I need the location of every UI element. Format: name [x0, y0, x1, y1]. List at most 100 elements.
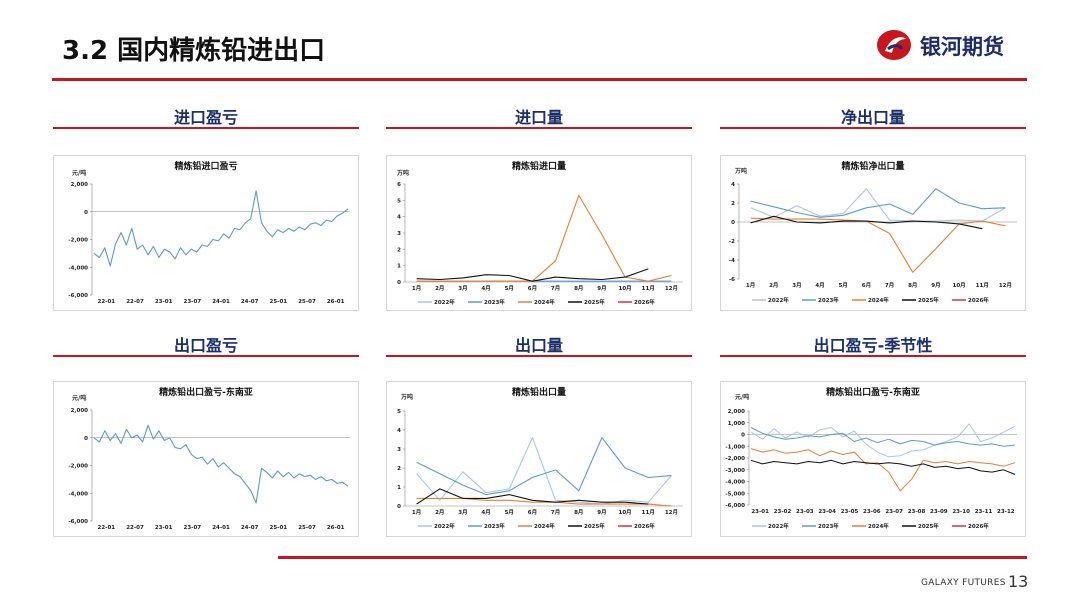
x-tick-label: 24-07 [241, 299, 259, 305]
chart-title: 精炼铅出口盈亏-东南亚 [826, 386, 920, 398]
x-tick-label: 23-12 [997, 509, 1015, 515]
x-tick-label: 10月 [619, 284, 632, 292]
y-tick-label: -4,000 [68, 491, 88, 497]
chart-net-export: 精炼铅净出口量 万吨 4 2 0 -2 -4 -6 1月 2月 3月 4月 5月 6月 7月 8月 9月 10月 1… [720, 155, 1026, 311]
x-tick-label: 11月 [642, 284, 655, 292]
brand-name: 银河期货 [920, 35, 1004, 59]
legend-label: 2025年 [584, 522, 605, 530]
x-tick-label: 26-01 [327, 525, 345, 531]
x-tick-label: 1月 [746, 281, 755, 289]
x-tick-label: 3月 [792, 281, 801, 289]
x-tick-label: 23-07 [885, 509, 903, 515]
x-tick-label: 23-03 [796, 509, 814, 515]
chart-export-seasonal: 精炼铅出口盈亏-东南亚 元/吨 2,000 1,000 0 -1,000 -2,000 -3,… [720, 381, 1026, 537]
x-tick-label: 6月 [862, 281, 871, 289]
y-tick-label: 4 [731, 182, 735, 188]
x-tick-label: 24-01 [212, 299, 230, 305]
x-tick-label: 6月 [528, 284, 537, 292]
y-tick-label: 2 [397, 466, 401, 472]
y-tick-label: -5,000 [725, 491, 745, 497]
y-tick-label: 2,000 [728, 409, 746, 415]
series-line-2 [416, 194, 672, 282]
legend-label: 2025年 [918, 296, 939, 304]
unit-label: 万吨 [734, 167, 747, 175]
legend-label: 2022年 [434, 298, 455, 306]
legend-label: 2024年 [868, 522, 889, 530]
y-tick-label: 0 [84, 210, 88, 216]
x-tick-label: 11月 [976, 281, 989, 289]
x-tick-label: 25-01 [270, 525, 288, 531]
x-tick-label: 8月 [574, 284, 583, 292]
y-tick-label: 2,000 [71, 182, 89, 188]
x-tick-label: 2月 [769, 281, 778, 289]
y-tick-label: -6,000 [68, 293, 88, 299]
y-tick-label: 4 [397, 428, 401, 434]
legend-label: 2023年 [818, 296, 839, 304]
section-title-export-volume: 出口量 [514, 336, 563, 355]
legend-label: 2023年 [484, 298, 505, 306]
x-tick-label: 23-11 [975, 509, 993, 515]
x-tick-label: 12月 [999, 281, 1012, 289]
y-tick-label: -2,000 [68, 238, 88, 244]
chart-title: 精炼铅进口盈亏 [174, 160, 237, 172]
section-divider [720, 127, 1026, 129]
x-tick-label: 12月 [665, 508, 678, 516]
y-tick-label: 2 [397, 247, 401, 253]
x-tick-label: 4月 [481, 508, 490, 516]
y-tick-label: 6 [397, 182, 401, 188]
y-tick-label: 0 [397, 504, 401, 510]
section-title-import-profit: 进口盈亏 [173, 108, 238, 127]
x-tick-label: 23-04 [818, 509, 836, 515]
x-tick-label: 23-09 [930, 509, 948, 515]
y-tick-label: 1,000 [728, 421, 746, 427]
x-tick-label: 5月 [505, 284, 514, 292]
x-tick-label: 23-02 [774, 509, 792, 515]
chart-title: 精炼铅净出口量 [841, 160, 904, 172]
x-tick-label: 23-06 [863, 509, 881, 515]
y-tick-label: 5 [397, 409, 401, 415]
series-line-0 [416, 437, 672, 505]
x-tick-label: 5月 [839, 281, 848, 289]
section-title-net-export: 净出口量 [840, 108, 905, 127]
chart-title: 精炼铅进口量 [512, 160, 566, 172]
legend-label: 2024年 [534, 522, 555, 530]
y-tick-label: 5 [397, 198, 401, 204]
x-tick-label: 7月 [551, 284, 560, 292]
x-tick-label: 2月 [435, 508, 444, 516]
x-tick-label: 7月 [885, 281, 894, 289]
series-line-0 [93, 190, 349, 267]
unit-label: 万吨 [396, 169, 409, 177]
x-tick-label: 24-07 [241, 525, 259, 531]
y-tick-label: 2 [731, 201, 735, 207]
section-divider [720, 355, 1026, 357]
x-tick-label: 3月 [458, 508, 467, 516]
legend-label: 2026年 [634, 522, 655, 530]
legend-label: 2024年 [868, 296, 889, 304]
x-tick-label: 23-01 [155, 525, 173, 531]
y-tick-label: 0 [731, 220, 735, 226]
chart-import-profit: 精炼铅进口盈亏 元/吨 2,000 0 -2,000 -4,000 -6,000 22-01 2… [53, 155, 359, 311]
section-divider [53, 127, 359, 129]
x-tick-label: 23-08 [908, 509, 926, 515]
section-divider [53, 355, 359, 357]
chart-export-volume: 精炼铅出口量 万吨 5 4 3 2 1 0 1月 2月 3月 4月 5月 6月 7月 8月 9月 10月 11月 12… [386, 381, 692, 537]
legend-label: 2026年 [634, 298, 655, 306]
series-line-3 [416, 488, 649, 505]
legend-label: 2026年 [968, 522, 989, 530]
section-divider [386, 355, 692, 357]
x-tick-label: 23-01 [155, 299, 173, 305]
y-tick-label: -4,000 [725, 480, 745, 486]
x-tick-label: 1月 [412, 508, 421, 516]
y-tick-label: -1,000 [725, 444, 745, 450]
unit-label: 元/吨 [72, 169, 86, 177]
series-line-3 [416, 268, 649, 282]
y-tick-label: -6 [729, 277, 735, 283]
x-tick-label: 4月 [481, 284, 490, 292]
unit-label: 元/吨 [735, 393, 749, 401]
x-tick-label: 2月 [435, 284, 444, 292]
y-tick-label: 3 [397, 231, 401, 237]
series-line-2 [416, 497, 672, 507]
series-line-1 [750, 188, 1006, 218]
x-tick-label: 5月 [505, 508, 514, 516]
chart-export-profit: 精炼铅出口盈亏-东南亚 元/吨 2,000 0 -2,000 -4,000 -6,000 22… [53, 381, 359, 537]
